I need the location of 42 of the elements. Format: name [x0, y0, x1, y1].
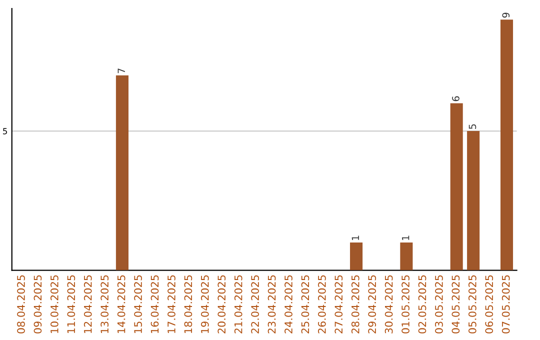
x-tick-label: 05.05.2025	[468, 275, 476, 334]
x-tick-label: 20.04.2025	[218, 275, 226, 334]
x-tick-label: 16.04.2025	[150, 275, 159, 333]
bar	[116, 75, 128, 270]
x-tick-label: 28.04.2025	[351, 275, 360, 334]
x-tick-label: 08.04.2025	[17, 275, 25, 334]
x-tick-label: 21.04.2025	[234, 275, 242, 334]
x-tick-label: 06.05.2025	[485, 275, 494, 334]
data-label: 1	[402, 236, 410, 240]
bar	[467, 131, 480, 270]
x-tick-label: 25.04.2025	[301, 275, 310, 334]
x-tick-label: 01.05.2025	[402, 275, 410, 334]
x-tick-label: 24.04.2025	[284, 275, 292, 334]
x-tick-label: 14.04.2025	[117, 275, 126, 333]
x-tick-label: 27.04.2025	[334, 275, 343, 334]
x-tick-label: 10.04.2025	[50, 275, 58, 333]
data-label: 6	[452, 96, 460, 102]
x-tick-label: 02.05.2025	[418, 275, 426, 334]
data-label: 5	[468, 124, 476, 129]
bar	[450, 103, 463, 270]
x-tick-label: 07.05.2025	[502, 275, 510, 334]
x-tick-label: 12.04.2025	[84, 275, 92, 333]
x-tick-label: 23.04.2025	[268, 275, 276, 334]
x-tick-label: 17.04.2025	[168, 275, 176, 333]
x-tick-label: 30.04.2025	[384, 275, 393, 334]
x-tick-label: 19.04.2025	[200, 275, 209, 333]
x-tick-label: 18.04.2025	[184, 275, 192, 333]
bar	[350, 242, 363, 270]
bar	[400, 242, 413, 270]
x-tick-label: 03.05.2025	[435, 275, 443, 334]
x-tick-label: 29.04.2025	[368, 275, 376, 334]
data-label: 9	[502, 12, 510, 18]
x-tick-label: 09.04.2025	[34, 275, 42, 334]
x-tick-label: 26.04.2025	[318, 275, 326, 334]
x-tick-label: 04.05.2025	[452, 275, 460, 334]
x-tick-label: 15.04.2025	[134, 275, 142, 333]
x-tick-label: 22.04.2025	[251, 275, 259, 334]
x-tick-label: 11.04.2025	[67, 275, 76, 333]
x-tick-label: 13.04.2025	[100, 275, 109, 333]
data-label: 7	[118, 68, 125, 74]
data-label: 1	[352, 236, 359, 240]
bar	[500, 20, 514, 270]
